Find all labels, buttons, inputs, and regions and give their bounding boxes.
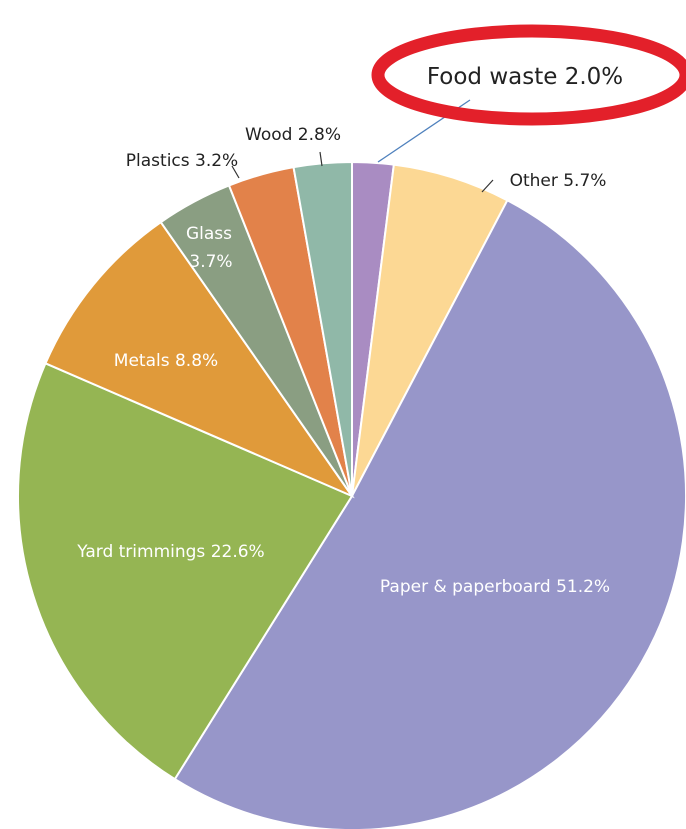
label-yard-trimmings: Yard trimmings 22.6% [76, 542, 264, 562]
label-glass-line-1: Glass [186, 224, 232, 244]
food-waste-callout: Food waste 2.0% [371, 24, 686, 126]
callout-text: Food waste 2.0% [427, 64, 623, 90]
label-plastics: Plastics 3.2% [126, 151, 238, 171]
leader-line-other [481, 179, 494, 193]
label-metals: Metals 8.8% [114, 351, 218, 371]
pie-slice-wood [292, 160, 353, 497]
leader-line-wood [319, 151, 323, 167]
label-glass-line-2: 3.7% [189, 252, 232, 272]
label-wood: Wood 2.8% [245, 125, 341, 145]
pie-slice-yard-trimmings [17, 362, 354, 781]
callout-highlight-ring [371, 24, 686, 126]
slice-labels: Paper & paperboard 51.2% Yard trimmings … [76, 125, 610, 597]
leader-line-plastics [231, 165, 240, 179]
label-other: Other 5.7% [510, 171, 607, 191]
pie-slices [17, 160, 686, 829]
pie-slice-metals [44, 220, 355, 499]
label-paper-paperboard: Paper & paperboard 51.2% [380, 577, 610, 597]
